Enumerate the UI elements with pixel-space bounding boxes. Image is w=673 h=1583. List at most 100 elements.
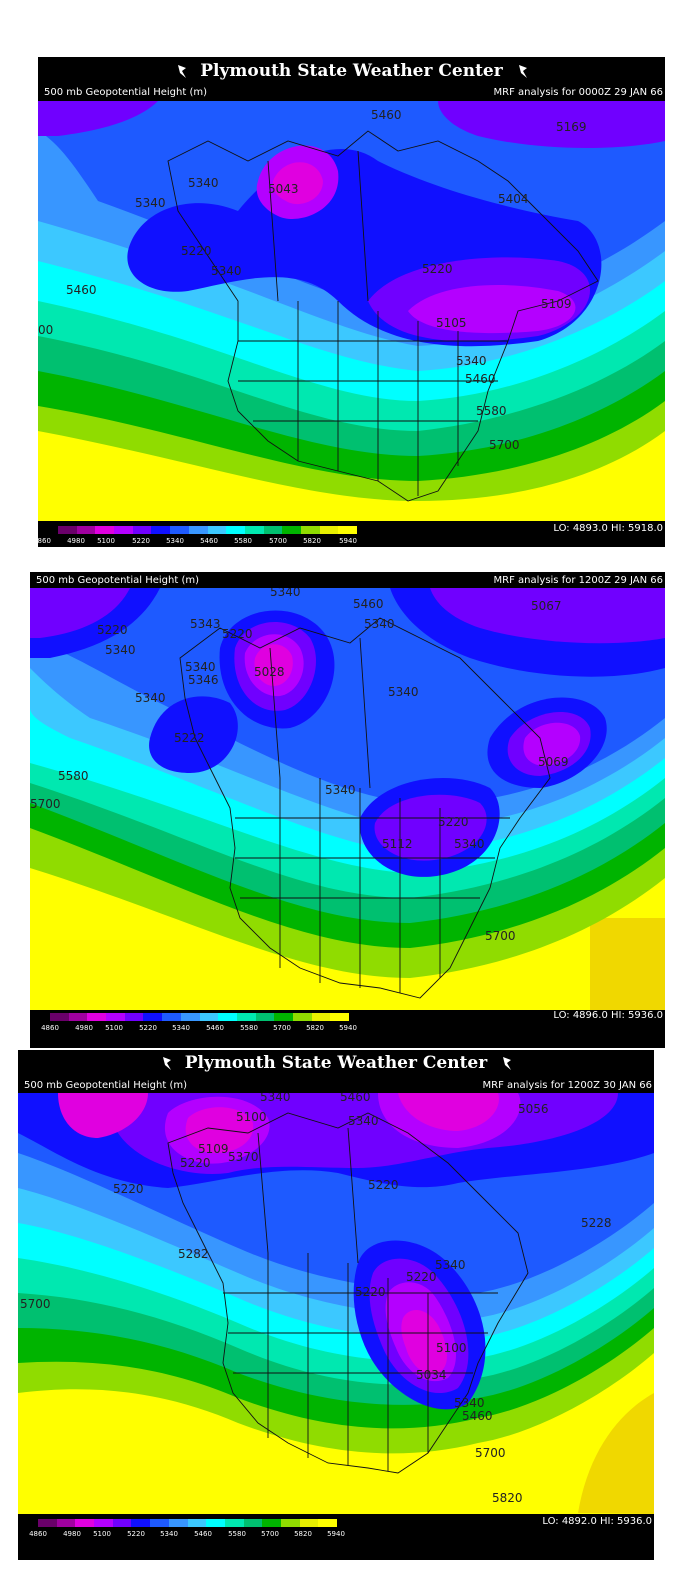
flag-icon: [501, 1056, 512, 1070]
contour-label: 5220: [355, 1285, 386, 1299]
colorbar-tick: 4860: [29, 1530, 47, 1538]
contour-label: 5580: [58, 769, 89, 783]
run-label: MRF analysis for 1200Z 29 JAN 66: [493, 575, 663, 586]
field-name: 500 mb Geopotential Height (m): [44, 87, 207, 98]
map-panel-1: Plymouth State Weather Center 500 mb Geo…: [33, 57, 665, 547]
colorbar-tick: 5340: [166, 537, 184, 545]
colorbar-tick: 5460: [200, 537, 218, 545]
contour-label: 5340: [348, 1114, 379, 1128]
colorbar-tick: 5940: [339, 1024, 357, 1032]
colorbar-tick: 5820: [303, 537, 321, 545]
contour-label: 5340: [364, 617, 395, 631]
contour-label: 5460: [465, 372, 496, 386]
contour-label: 5220: [422, 262, 453, 276]
colorbar-tick: 5940: [339, 537, 357, 545]
contour-label: 5340: [325, 783, 356, 797]
colorbar-tick: 5820: [294, 1530, 312, 1538]
contour-label: 5460: [340, 1093, 371, 1104]
contour-label: 5340: [185, 660, 216, 674]
low-center-label: 5034: [416, 1368, 447, 1382]
contour-label: 5700: [475, 1446, 506, 1460]
contour-label: 5340: [454, 1396, 485, 1410]
contour-label: 5346: [188, 673, 219, 687]
contour-label: 5340: [188, 176, 219, 190]
contour-label: 5700: [30, 797, 61, 811]
contour-label: 5228: [581, 1216, 612, 1230]
colorbar-swatches: [58, 526, 357, 534]
colorbar-tick: 4980: [67, 537, 85, 545]
flag-icon: [176, 64, 187, 78]
map-svg: 5340 5460 5067 5220 5343 5220 5340 5340 …: [30, 588, 665, 1010]
run-label: MRF analysis for 1200Z 30 JAN 66: [482, 1080, 652, 1091]
contour-label: 5460: [371, 108, 402, 122]
colorbar-tick: 4980: [75, 1024, 93, 1032]
height-map: 5460 5169 5340 5043 5404 5340 5220 5340 …: [38, 101, 665, 521]
colorbar-tick: 5220: [139, 1024, 157, 1032]
contour-label: 5100: [236, 1110, 267, 1124]
flag-icon: [161, 1056, 171, 1070]
colorbar-tick: 5340: [160, 1530, 178, 1538]
contour-label: 5340: [270, 588, 301, 599]
low-center-label: 5056: [518, 1102, 549, 1116]
contour-label: 5700: [20, 1297, 51, 1311]
colorbar-tick: 5700: [273, 1024, 291, 1032]
low-center-label: 5109: [541, 297, 572, 311]
colorbar-tick: 5340: [172, 1024, 190, 1032]
contour-label: 5370: [228, 1150, 259, 1164]
colorbar-tick: 5220: [132, 537, 150, 545]
low-center-label: 5112: [382, 837, 413, 851]
colorbar: 4860 4980 5100 5220 5340 5460 5580 5700 …: [18, 1516, 654, 1560]
contour-label: 5580: [476, 404, 507, 418]
contour-label: 5343: [190, 617, 221, 631]
contour-label: 5340: [435, 1258, 466, 1272]
colorbar-tick: 5700: [269, 537, 287, 545]
panel-subheader: 500 mb Geopotential Height (m) MRF analy…: [30, 574, 665, 588]
lo-hi-readout: LO: 4893.0 HI: 5918.0: [553, 523, 663, 534]
colorbar-tick: 4860: [33, 537, 51, 545]
panel-subheader: 500 mb Geopotential Height (m) MRF analy…: [18, 1079, 654, 1093]
colorbar-tick: 5460: [194, 1530, 212, 1538]
contour-label: 5340: [105, 643, 136, 657]
panel-title: Plymouth State Weather Center: [18, 1050, 654, 1076]
contour-label: 5700: [489, 438, 520, 452]
flag-icon: [517, 64, 527, 78]
title-text: Plymouth State Weather Center: [200, 60, 503, 81]
low-center-label: 5067: [531, 599, 562, 613]
contour-label: 5169: [556, 120, 587, 134]
panel-subheader: 500 mb Geopotential Height (m) MRF analy…: [38, 86, 665, 100]
lo-hi-readout: LO: 4892.0 HI: 5936.0: [542, 1516, 652, 1527]
contour-label: 5340: [135, 691, 166, 705]
colorbar-tick: 4860: [41, 1024, 59, 1032]
low-center-label: 5109: [198, 1142, 229, 1156]
contour-label: 5220: [113, 1182, 144, 1196]
contour-label: 5700: [485, 929, 516, 943]
contour-label: 5220: [438, 815, 469, 829]
contour-label: 5220: [97, 623, 128, 637]
colorbar-swatches: [38, 1519, 337, 1527]
height-map: 5340 5460 5067 5220 5343 5220 5340 5340 …: [30, 588, 665, 1010]
map-panel-2: 500 mb Geopotential Height (m) MRF analy…: [30, 572, 665, 1048]
high-center-label: 5282: [178, 1247, 209, 1261]
field-name: 500 mb Geopotential Height (m): [36, 575, 199, 586]
contour-label: 5340: [454, 837, 485, 851]
height-map: 5340 5460 5100 5340 5056 5109 5370 5220 …: [18, 1093, 654, 1514]
panel-title: Plymouth State Weather Center: [38, 57, 665, 84]
high-center-label: 5222: [174, 731, 205, 745]
low-center-label: 5043: [268, 182, 299, 196]
lo-hi-readout: LO: 4896.0 HI: 5936.0: [553, 1010, 663, 1021]
colorbar-tick: 5700: [261, 1530, 279, 1538]
contour-label: 5220: [222, 627, 253, 641]
run-label: MRF analysis for 0000Z 29 JAN 66: [493, 87, 663, 98]
colorbar: 4860 4980 5100 5220 5340 5460 5580 5700 …: [33, 523, 665, 547]
map-svg: 5460 5169 5340 5043 5404 5340 5220 5340 …: [38, 101, 665, 521]
colorbar: 4860 4980 5100 5220 5340 5460 5580 5700 …: [30, 1010, 665, 1048]
title-text: Plymouth State Weather Center: [184, 1053, 488, 1073]
colorbar-tick: 5100: [93, 1530, 111, 1538]
contour-label: 5340: [135, 196, 166, 210]
low-center-label: 5105: [436, 316, 467, 330]
colorbar-tick: 5100: [97, 537, 115, 545]
colorbar-tick: 5220: [127, 1530, 145, 1538]
colorbar-tick: 4980: [63, 1530, 81, 1538]
low-center-label: 5100: [436, 1341, 467, 1355]
colorbar-tick: 5820: [306, 1024, 324, 1032]
